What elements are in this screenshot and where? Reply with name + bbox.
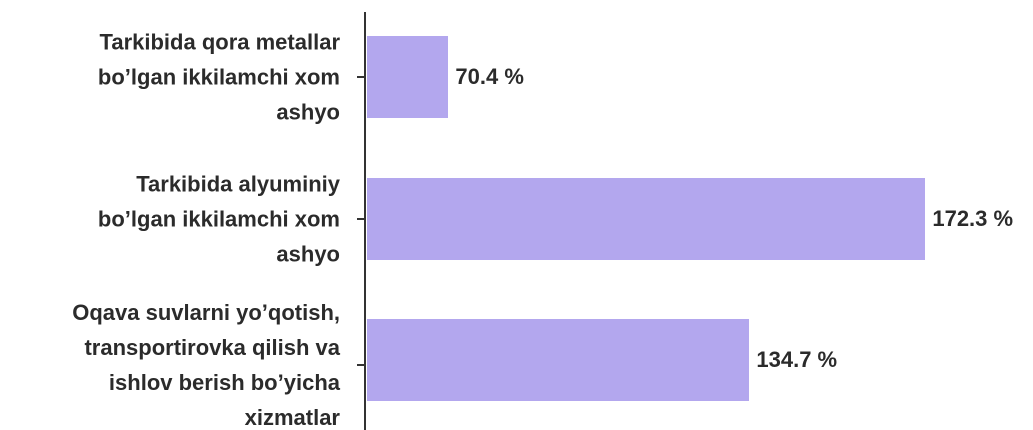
- category-label: Tarkibida qora metallar bo’lgan ikkilamc…: [97, 29, 340, 125]
- value-label: 172.3 %: [932, 205, 1014, 231]
- category-label: Tarkibida alyuminiy bo’lgan ikkilamchi x…: [97, 171, 340, 266]
- tick-mark: [357, 76, 365, 78]
- tick-mark: [357, 217, 365, 220]
- bar: [367, 36, 449, 118]
- bar: [367, 177, 926, 260]
- axis-line: [364, 12, 366, 430]
- bar: [367, 319, 750, 401]
- value-label: 70.4 %: [455, 64, 524, 89]
- tick-mark: [357, 364, 365, 366]
- value-label: 134.7 %: [756, 347, 838, 372]
- category-label: Oqava suvlarni yo’qotish, transportirovk…: [72, 300, 340, 430]
